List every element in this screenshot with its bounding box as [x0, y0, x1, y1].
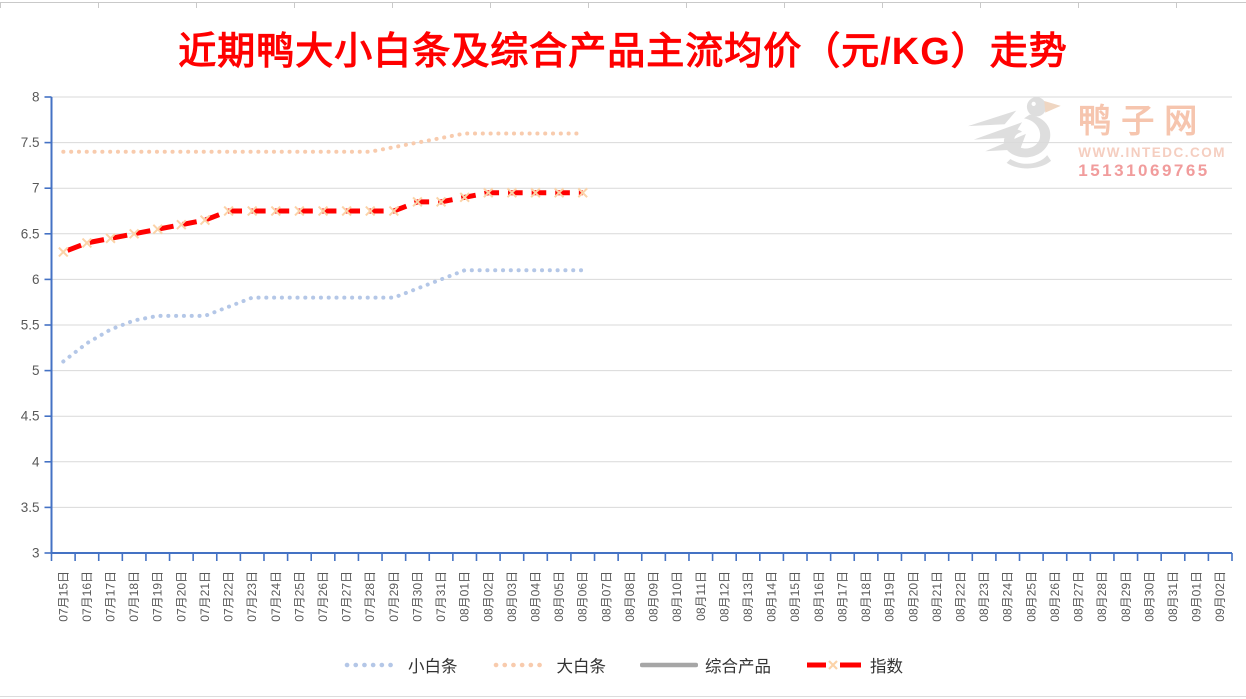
svg-text:08月18日: 08月18日 — [859, 571, 873, 622]
svg-text:08月29日: 08月29日 — [1119, 571, 1133, 622]
chart-legend: 小白条 大白条 综合产品 指数 — [0, 648, 1246, 682]
svg-text:5.5: 5.5 — [21, 318, 40, 333]
svg-text:07月26日: 07月26日 — [316, 571, 330, 622]
svg-text:08月20日: 08月20日 — [906, 571, 920, 622]
svg-text:4: 4 — [32, 454, 40, 469]
svg-text:07月19日: 07月19日 — [151, 571, 165, 622]
svg-text:09月01日: 09月01日 — [1190, 571, 1204, 622]
chart-title: 近期鸭大小白条及综合产品主流均价（元/KG）走势 — [178, 31, 1068, 73]
svg-text:3: 3 — [32, 546, 40, 561]
svg-text:08月23日: 08月23日 — [977, 571, 991, 622]
svg-text:07月20日: 07月20日 — [174, 571, 188, 622]
gridlines — [51, 96, 1232, 508]
x-tick-labels: 07月15日 07月16日 07月17日 07月18日 07月19日 07月20日 07月2… — [56, 571, 1227, 622]
svg-text:08月07日: 08月07日 — [599, 571, 613, 622]
svg-text:08月10日: 08月10日 — [670, 571, 684, 622]
dotted-line-swatch-icon — [493, 662, 548, 668]
y-tick-labels: 3 3.5 4 4.5 5 5.5 6 6.5 7 7.5 8 — [21, 90, 40, 561]
svg-text:08月21日: 08月21日 — [930, 571, 944, 622]
svg-text:07月18日: 07月18日 — [127, 571, 141, 622]
svg-text:8: 8 — [32, 90, 40, 105]
legend-label: 小白条 — [408, 658, 458, 676]
svg-text:08月31日: 08月31日 — [1166, 571, 1180, 622]
svg-text:08月26日: 08月26日 — [1048, 571, 1062, 622]
svg-text:4.5: 4.5 — [21, 409, 40, 424]
svg-text:08月06日: 08月06日 — [576, 571, 590, 622]
dashed-x-line-swatch-icon — [807, 660, 861, 670]
svg-text:08月04日: 08月04日 — [529, 571, 543, 622]
legend-item-zonghechanpin[interactable]: 综合产品 — [640, 653, 771, 677]
svg-text:07月24日: 07月24日 — [269, 571, 283, 622]
svg-text:07月21日: 07月21日 — [198, 571, 212, 622]
svg-text:07月15日: 07月15日 — [56, 571, 70, 622]
svg-text:08月22日: 08月22日 — [953, 571, 967, 622]
svg-text:6.5: 6.5 — [21, 226, 40, 241]
svg-text:08月25日: 08月25日 — [1024, 571, 1038, 622]
svg-text:7.5: 7.5 — [21, 135, 40, 150]
svg-text:5: 5 — [32, 363, 40, 378]
svg-text:07月22日: 07月22日 — [222, 571, 236, 622]
svg-text:08月03日: 08月03日 — [505, 571, 519, 622]
svg-text:08月30日: 08月30日 — [1142, 571, 1156, 622]
svg-text:08月17日: 08月17日 — [835, 571, 849, 622]
svg-text:08月19日: 08月19日 — [883, 571, 897, 622]
svg-text:07月28日: 07月28日 — [363, 571, 377, 622]
svg-text:08月11日: 08月11日 — [694, 571, 708, 621]
series-3-line — [62, 190, 583, 255]
legend-label: 大白条 — [556, 658, 607, 676]
svg-text:07月17日: 07月17日 — [104, 571, 118, 622]
svg-text:08月24日: 08月24日 — [1001, 571, 1015, 622]
spreadsheet-bottom-rule — [0, 696, 1246, 697]
svg-text:08月01日: 08月01日 — [458, 571, 472, 622]
svg-text:08月09日: 08月09日 — [647, 571, 661, 622]
svg-text:08月14日: 08月14日 — [765, 571, 779, 622]
svg-text:08月15日: 08月15日 — [788, 571, 802, 622]
svg-text:07月31日: 07月31日 — [434, 571, 448, 622]
legend-item-dabaitiao[interactable]: 大白条 — [492, 653, 607, 677]
svg-text:08月05日: 08月05日 — [552, 571, 566, 622]
svg-text:6: 6 — [32, 272, 40, 287]
series-0-line — [61, 268, 585, 364]
spreadsheet-top-ruler — [0, 2, 1246, 8]
svg-text:08月16日: 08月16日 — [812, 571, 826, 622]
svg-text:07月27日: 07月27日 — [340, 571, 354, 622]
svg-text:07月29日: 07月29日 — [387, 571, 401, 622]
svg-text:07月16日: 07月16日 — [80, 571, 94, 622]
axes — [44, 96, 1233, 561]
series-3-x-markers — [58, 187, 588, 258]
svg-text:08月12日: 08月12日 — [717, 571, 731, 622]
legend-label: 综合产品 — [705, 658, 771, 676]
dotted-line-swatch-icon — [344, 662, 400, 668]
svg-text:09月02日: 09月02日 — [1213, 571, 1227, 622]
svg-text:07月25日: 07月25日 — [292, 571, 306, 622]
svg-text:08月28日: 08月28日 — [1095, 571, 1109, 622]
series-1-line — [61, 131, 585, 154]
svg-text:7: 7 — [32, 181, 40, 196]
svg-text:08月08日: 08月08日 — [623, 571, 637, 622]
solid-line-swatch-icon — [640, 662, 698, 668]
legend-item-xiaobaitiao[interactable]: 小白条 — [343, 653, 458, 677]
legend-label: 指数 — [870, 658, 903, 676]
svg-text:08月02日: 08月02日 — [481, 571, 495, 622]
svg-text:08月13日: 08月13日 — [741, 571, 755, 622]
legend-item-zhishu[interactable]: 指数 — [805, 653, 903, 677]
svg-text:3.5: 3.5 — [21, 500, 40, 515]
svg-text:07月30日: 07月30日 — [410, 571, 424, 622]
svg-text:07月23日: 07月23日 — [245, 571, 259, 622]
svg-text:08月27日: 08月27日 — [1072, 571, 1086, 622]
